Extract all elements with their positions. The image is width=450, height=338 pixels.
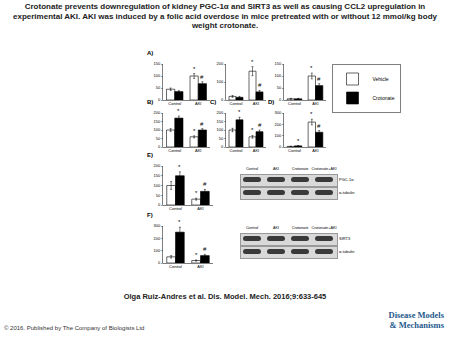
svg-text:100: 100 [154, 248, 161, 253]
svg-text:Vehicle: Vehicle [373, 76, 389, 82]
html-text:α-tubulin: α-tubulin [339, 249, 355, 254]
svg-text:100: 100 [275, 133, 282, 138]
svg-text:*: * [177, 108, 180, 114]
svg-text:100: 100 [217, 127, 224, 132]
html-text:Crotonate+AKI: Crotonate+AKI [311, 167, 337, 171]
svg-text:100: 100 [217, 79, 224, 84]
svg-text:0: 0 [279, 144, 282, 149]
svg-text:AKI: AKI [312, 148, 318, 153]
svg-text:50: 50 [156, 85, 161, 90]
svg-text:C): C) [210, 99, 216, 105]
svg-text:AKI: AKI [195, 148, 201, 153]
svg-text:*: * [193, 66, 196, 72]
html-text:PGC-1α: PGC-1α [339, 177, 354, 182]
svg-text:150: 150 [154, 119, 161, 124]
svg-text:200: 200 [275, 122, 282, 127]
svg-text:B): B) [147, 99, 153, 105]
svg-text:0: 0 [158, 260, 161, 265]
svg-text:A): A) [147, 50, 153, 56]
html-text:Crotonate+AKI: Crotonate+AKI [311, 226, 337, 230]
svg-text:*: * [251, 59, 254, 65]
svg-text:0: 0 [158, 97, 161, 102]
svg-text:Control: Control [288, 148, 301, 153]
svg-text:AKI: AKI [312, 101, 318, 106]
svg-text:AKI: AKI [197, 206, 203, 211]
html-text:Control: Control [245, 167, 259, 171]
html-text:Crotonate prevents downregulat: Crotonate prevents downregulation of kid… [13, 2, 437, 30]
svg-text:*: * [251, 127, 254, 133]
svg-text:AKI: AKI [197, 264, 203, 269]
svg-text:*: * [178, 164, 181, 170]
svg-text:0: 0 [158, 202, 161, 207]
html-text:AKI: AKI [272, 226, 280, 230]
html-text:SIRT3: SIRT3 [339, 236, 351, 241]
svg-text:#: # [200, 74, 204, 80]
svg-text:AKI: AKI [195, 101, 201, 106]
svg-text:Control: Control [230, 101, 243, 106]
html-text:α-tubulin: α-tubulin [339, 190, 355, 195]
svg-text:150: 150 [217, 119, 224, 124]
svg-text:Control: Control [169, 264, 182, 269]
svg-text:F): F) [147, 212, 153, 218]
svg-text:200: 200 [154, 110, 161, 115]
svg-text:#: # [258, 82, 262, 88]
svg-text:150: 150 [154, 61, 161, 66]
html-text:Crotonate: Crotonate [291, 167, 309, 171]
svg-text:#: # [258, 122, 262, 128]
svg-text:Control: Control [168, 101, 181, 106]
svg-text:#: # [317, 76, 321, 82]
svg-text:100: 100 [154, 127, 161, 132]
html-text:© 2016. Published by The Compa: © 2016. Published by The Company of Biol… [4, 325, 145, 331]
svg-text:*: * [195, 252, 198, 258]
svg-text:Control: Control [230, 148, 243, 153]
svg-text:0: 0 [158, 144, 161, 149]
svg-text:150: 150 [154, 173, 161, 178]
svg-text:*: * [178, 219, 181, 225]
svg-text:Control: Control [168, 148, 181, 153]
svg-text:50: 50 [277, 85, 282, 90]
html-text:Crotonate: Crotonate [291, 226, 309, 230]
svg-text:0: 0 [279, 97, 282, 102]
svg-text:200: 200 [217, 61, 224, 66]
svg-text:#: # [317, 123, 321, 129]
svg-text:50: 50 [156, 193, 161, 198]
html-text:Control: Control [245, 226, 259, 230]
svg-text:*: * [297, 138, 300, 144]
svg-text:#: # [203, 246, 207, 252]
html-text:AKI: AKI [272, 167, 280, 171]
svg-text:*: * [238, 109, 241, 115]
svg-text:0: 0 [221, 97, 224, 102]
html-text:Olga Ruiz-Andres et al. Dis. M: Olga Ruiz-Andres et al. Dis. Model. Mech… [123, 292, 327, 301]
svg-text:*: * [195, 190, 198, 196]
svg-text:0: 0 [221, 144, 224, 149]
svg-text:200: 200 [217, 110, 224, 115]
svg-text:Control: Control [169, 206, 182, 211]
svg-text:50: 50 [219, 136, 224, 141]
svg-text:300: 300 [154, 223, 161, 228]
svg-text:#: # [203, 181, 207, 187]
svg-text:100: 100 [154, 183, 161, 188]
svg-text:300: 300 [275, 110, 282, 115]
svg-text:*: * [193, 128, 196, 134]
svg-text:100: 100 [154, 73, 161, 78]
svg-text:AKI: AKI [253, 101, 259, 106]
svg-text:*: * [310, 65, 313, 71]
svg-text:E): E) [147, 152, 153, 158]
svg-text:200: 200 [154, 236, 161, 241]
svg-text:100: 100 [275, 73, 282, 78]
svg-text:*: * [310, 111, 313, 117]
svg-text:AKI: AKI [253, 148, 259, 153]
svg-text:Crotonate: Crotonate [373, 95, 395, 101]
svg-text:200: 200 [154, 163, 161, 168]
svg-text:50: 50 [156, 136, 161, 141]
svg-text:D): D) [268, 99, 274, 105]
html-text:& Mechanisms: & Mechanisms [389, 320, 444, 330]
svg-text:Control: Control [288, 101, 301, 106]
html-text:Disease Models: Disease Models [388, 310, 444, 320]
svg-text:150: 150 [275, 61, 282, 66]
svg-text:#: # [200, 121, 204, 127]
